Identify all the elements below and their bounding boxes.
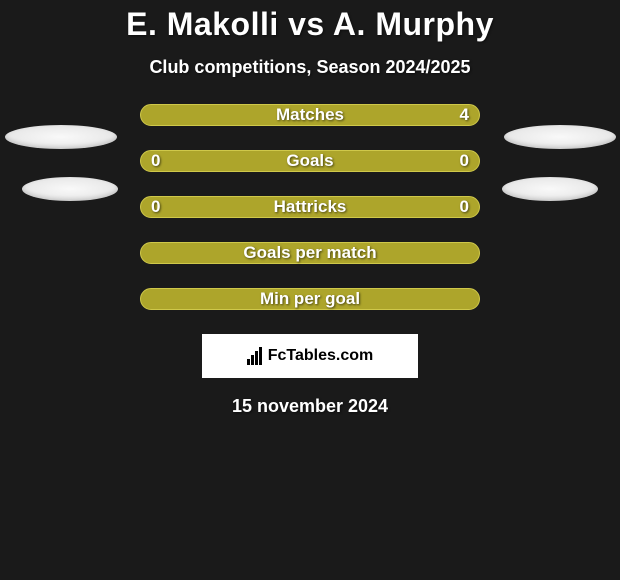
stat-label: Matches <box>276 105 344 125</box>
stat-left-value: 0 <box>151 197 160 217</box>
fctables-logo: FcTables.com <box>202 334 418 378</box>
decorative-ellipse <box>502 177 598 201</box>
stat-label: Min per goal <box>260 289 360 309</box>
decorative-ellipse <box>504 125 616 149</box>
stat-left-value: 0 <box>151 151 160 171</box>
subtitle: Club competitions, Season 2024/2025 <box>0 57 620 78</box>
page-title: E. Makolli vs A. Murphy <box>0 6 620 43</box>
logo-text: FcTables.com <box>268 347 374 365</box>
comparison-card: E. Makolli vs A. Murphy Club competition… <box>0 0 620 417</box>
stat-row: 0 Goals 0 <box>140 150 480 172</box>
stat-label: Goals per match <box>243 243 376 263</box>
stat-row: 0 Hattricks 0 <box>140 196 480 218</box>
stat-right-value: 4 <box>460 105 469 125</box>
decorative-ellipse <box>5 125 117 149</box>
stats-block: Matches 4 0 Goals 0 0 Hattricks 0 Goals per matc… <box>70 104 550 310</box>
stat-row: Matches 4 <box>140 104 480 126</box>
stat-row: Goals per match <box>140 242 480 264</box>
stat-label: Hattricks <box>274 197 347 217</box>
stat-label: Goals <box>286 151 333 171</box>
stat-right-value: 0 <box>460 151 469 171</box>
stat-right-value: 0 <box>460 197 469 217</box>
bar-chart-icon <box>247 347 262 365</box>
stat-row: Min per goal <box>140 288 480 310</box>
date-text: 15 november 2024 <box>0 396 620 417</box>
decorative-ellipse <box>22 177 118 201</box>
